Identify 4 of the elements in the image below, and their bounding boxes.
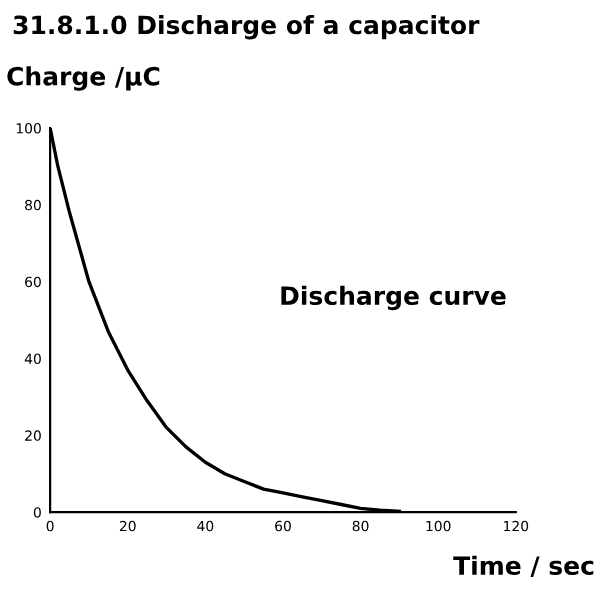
- y-axis-title: Charge /μC: [7, 66, 160, 91]
- text: Discharge curve: [281, 285, 506, 311]
- chart-title: 31.8.1.0 Discharge of a capacitor: [13, 14, 480, 40]
- x-axis-title: Time / sec: [453, 555, 594, 577]
